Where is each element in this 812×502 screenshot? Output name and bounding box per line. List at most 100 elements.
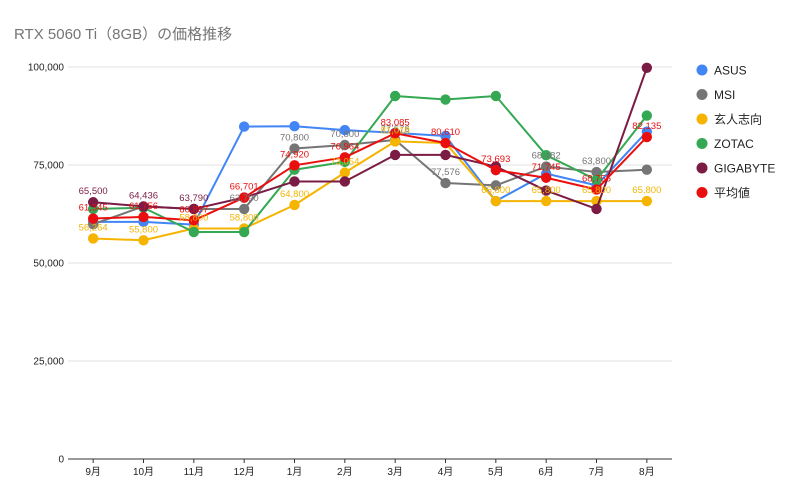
data-point bbox=[238, 203, 250, 215]
data-point bbox=[540, 185, 552, 196]
x-tick-label: 8月 bbox=[639, 466, 655, 478]
data-point bbox=[490, 180, 502, 191]
legend-marker bbox=[696, 113, 708, 125]
data-point bbox=[641, 110, 653, 121]
series-2 bbox=[87, 136, 653, 246]
data-point bbox=[339, 139, 351, 151]
data-point bbox=[289, 160, 300, 171]
data-label: 82,135 bbox=[632, 121, 661, 132]
x-tick-label: 7月 bbox=[589, 466, 605, 478]
y-tick-label: 50,000 bbox=[33, 259, 64, 270]
data-point bbox=[138, 235, 149, 246]
data-point bbox=[339, 124, 351, 136]
label-layer: 63,790 70,800 70,800 77,576 77,576 68,482 63,8… bbox=[79, 117, 662, 235]
x-tick-label: 2月 bbox=[337, 466, 353, 478]
data-point bbox=[440, 137, 451, 149]
legend-label: GIGABYTE bbox=[714, 162, 775, 176]
x-tick-label: 6月 bbox=[538, 466, 554, 478]
legend-marker bbox=[696, 162, 708, 174]
x-tick-label: 10月 bbox=[133, 466, 154, 478]
data-label: 65,800 bbox=[532, 185, 561, 196]
data-label: 68,482 bbox=[532, 151, 561, 162]
data-point bbox=[87, 197, 99, 208]
series-5 bbox=[87, 128, 653, 226]
data-label: 56,264 bbox=[79, 222, 108, 233]
data-point bbox=[641, 62, 653, 73]
data-point bbox=[138, 201, 149, 212]
data-label: 63,800 bbox=[582, 156, 611, 167]
data-point bbox=[238, 226, 250, 238]
data-point bbox=[389, 90, 401, 102]
data-label: 70,800 bbox=[330, 129, 359, 140]
data-label: 58,800 bbox=[230, 213, 259, 224]
data-point bbox=[641, 131, 653, 143]
x-tick-label: 1月 bbox=[287, 466, 303, 478]
data-label: 65,800 bbox=[632, 185, 661, 196]
data-point bbox=[87, 213, 99, 224]
data-label: 80,610 bbox=[431, 127, 460, 138]
data-label: 77,576 bbox=[381, 124, 410, 135]
x-tick-label: 9月 bbox=[85, 466, 101, 478]
data-point bbox=[87, 233, 99, 244]
y-tick-label: 0 bbox=[58, 455, 64, 466]
data-point bbox=[440, 149, 451, 161]
data-point bbox=[540, 195, 552, 207]
legend: ASUS MSI 玄人志向 ZOTAC GIGABYTE 平均値 bbox=[696, 64, 775, 200]
series-3 bbox=[87, 90, 653, 238]
data-point bbox=[188, 215, 200, 226]
data-point bbox=[289, 176, 300, 187]
x-tick-label: 4月 bbox=[438, 466, 454, 478]
data-label: 61,756 bbox=[129, 201, 158, 212]
data-point bbox=[591, 184, 602, 195]
axis-layer: 0 25,000 50,000 75,000 100,000 9月 10月 11月 12月 1月 2… bbox=[28, 63, 672, 478]
data-point bbox=[389, 149, 401, 161]
legend-marker bbox=[696, 187, 708, 198]
data-label: 60,887 bbox=[179, 204, 208, 215]
data-label: 55,800 bbox=[129, 224, 158, 235]
data-point bbox=[289, 143, 300, 154]
legend-label: MSI bbox=[714, 88, 735, 102]
legend-label: ZOTAC bbox=[714, 137, 754, 151]
data-label: 71,745 bbox=[532, 162, 561, 173]
legend-marker bbox=[696, 64, 708, 76]
series-line bbox=[93, 132, 648, 222]
data-label: 73,693 bbox=[481, 154, 510, 165]
data-label: 70,800 bbox=[280, 133, 309, 144]
x-tick-label: 12月 bbox=[234, 466, 255, 478]
series-line bbox=[93, 67, 648, 210]
data-point bbox=[540, 161, 552, 172]
data-point bbox=[289, 120, 300, 132]
data-point bbox=[339, 152, 351, 163]
data-label: 64,436 bbox=[129, 190, 158, 201]
data-label: 77,576 bbox=[431, 167, 460, 178]
data-point bbox=[641, 164, 653, 175]
legend-label: 平均値 bbox=[714, 185, 750, 200]
data-label: 68,755 bbox=[582, 173, 611, 184]
data-point bbox=[339, 167, 351, 178]
data-label: 63,790 bbox=[179, 193, 208, 204]
data-label: 65,800 bbox=[481, 185, 510, 196]
data-label: 66,701 bbox=[230, 182, 259, 193]
data-point bbox=[641, 195, 653, 207]
grid-layer bbox=[68, 66, 672, 362]
chart-title: RTX 5060 Ti（8GB）の価格推移 bbox=[14, 26, 232, 43]
data-point bbox=[188, 226, 200, 238]
data-point bbox=[339, 176, 351, 187]
data-label: 58,800 bbox=[179, 213, 208, 224]
data-label: 81,018 bbox=[381, 125, 410, 136]
data-label: 64,800 bbox=[280, 189, 309, 200]
data-point bbox=[540, 172, 552, 183]
data-label: 83,085 bbox=[381, 117, 410, 128]
data-point bbox=[188, 203, 200, 215]
data-label: 76,964 bbox=[330, 141, 359, 152]
legend-label: ASUS bbox=[714, 64, 747, 78]
y-tick-label: 25,000 bbox=[33, 357, 64, 368]
y-tick-label: 100,000 bbox=[28, 63, 65, 74]
legend-label: 玄人志向 bbox=[714, 112, 762, 127]
data-label: 61,345 bbox=[79, 203, 108, 214]
data-point bbox=[289, 199, 300, 211]
series-0 bbox=[87, 120, 653, 230]
x-tick-label: 3月 bbox=[387, 466, 403, 478]
data-point bbox=[238, 121, 250, 132]
